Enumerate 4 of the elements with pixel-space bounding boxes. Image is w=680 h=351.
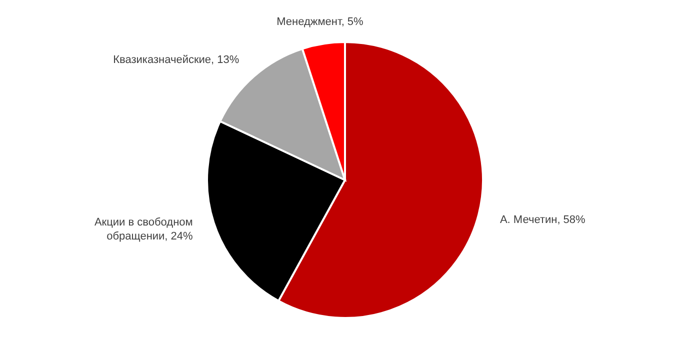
- slice-label: Акции в свободном обращении, 24%: [94, 216, 194, 242]
- slice-label: Квазиказначейские, 13%: [113, 54, 240, 66]
- slice-label: Менеджмент, 5%: [276, 16, 364, 28]
- slice-label: А. Мечетин, 58%: [500, 214, 586, 226]
